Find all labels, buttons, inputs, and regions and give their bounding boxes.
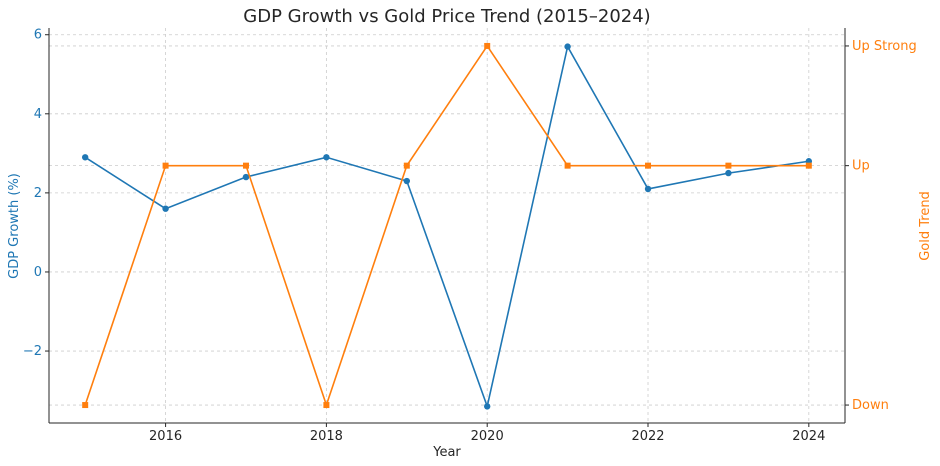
x-tick-label: 2024 (792, 429, 825, 444)
y-right-tick-label: Up Strong (852, 39, 917, 54)
y-axis-left-label: GDP Growth (%) (7, 173, 22, 279)
gdp-growth-point (644, 185, 652, 193)
gdp-growth-point (484, 403, 491, 410)
y-axis-right-label: Gold Trend (918, 191, 933, 261)
gold-trend-point (805, 162, 812, 169)
gold-trend-point (162, 162, 169, 169)
gdp-growth-point (403, 177, 410, 185)
gold-trend-point (725, 162, 732, 169)
axes-frame (48, 28, 846, 424)
gold-trend-point (645, 162, 652, 169)
x-tick-label: 2016 (149, 429, 182, 444)
x-axis-label: Year (432, 445, 461, 460)
grid-layer (49, 28, 845, 423)
x-tick-label: 2020 (471, 429, 504, 444)
chart-title: GDP Growth vs Gold Price Trend (2015–202… (243, 6, 650, 27)
series-layer (81, 42, 813, 410)
gdp-growth-point (242, 173, 250, 181)
y-left-tick-label: 6 (34, 28, 42, 43)
gdp-growth-point (564, 43, 571, 50)
y-right-tick-label: Up (852, 159, 870, 174)
gdp-growth-point (323, 154, 330, 161)
gold-trend-point (484, 42, 491, 49)
ticks-layer: 2016 2018 2020 2022 2024 −2 0 2 4 6 Down Up Up Stron… (23, 28, 917, 444)
gold-trend-point (564, 162, 571, 169)
gdp-growth-point (162, 205, 169, 212)
y-left-tick-label: 0 (34, 265, 42, 280)
y-right-tick-label: Down (852, 398, 889, 413)
gdp-growth-point (725, 169, 732, 177)
y-left-tick-label: −2 (23, 344, 42, 359)
gold-trend-point (82, 402, 89, 409)
gold-trend-line (84, 44, 809, 408)
gold-trend-point (403, 162, 410, 169)
y-left-tick-label: 4 (34, 107, 42, 122)
gold-trend-point (242, 162, 249, 169)
x-tick-label: 2022 (631, 429, 664, 444)
x-tick-label: 2018 (310, 429, 343, 444)
y-left-tick-label: 2 (34, 186, 42, 201)
gdp-growth-line (84, 44, 809, 410)
gdp-growth-point (81, 154, 89, 161)
gold-trend-point (323, 402, 330, 409)
